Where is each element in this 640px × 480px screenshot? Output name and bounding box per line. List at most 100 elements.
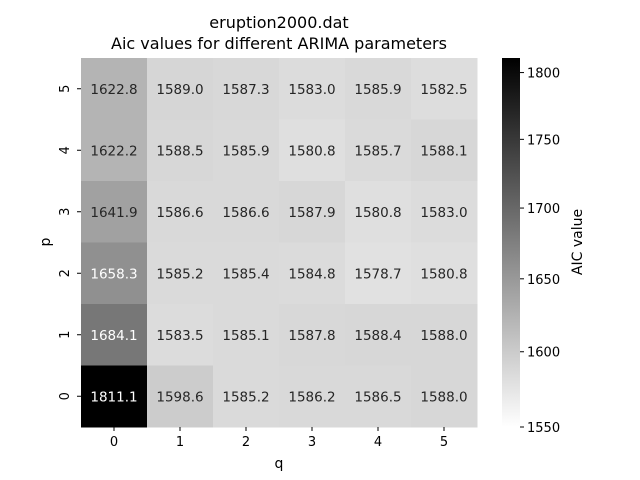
cell-value-label: 1585.2 (222, 389, 269, 405)
x-tick-label: 5 (440, 435, 448, 450)
cell-value-label: 1588.4 (354, 328, 401, 344)
heatmap-cell (411, 304, 478, 366)
cell-value-label: 1598.6 (156, 389, 203, 405)
cell-value-label: 1586.6 (222, 205, 269, 221)
y-tick-label: 3 (58, 208, 73, 216)
heatmap-cell (345, 181, 412, 243)
heatmap-cell (147, 181, 214, 243)
cell-value-label: 1684.1 (90, 328, 137, 344)
cell-value-label: 1588.0 (420, 389, 467, 405)
cell-value-label: 1580.8 (354, 205, 401, 221)
colorbar-label: AIC value (570, 209, 586, 275)
heatmap-cell (345, 304, 412, 366)
chart-title: eruption2000.dat (209, 13, 348, 32)
heatmap-cell (147, 242, 214, 305)
heatmap-cell (411, 181, 478, 243)
cell-value-label: 1622.8 (90, 82, 137, 98)
cell-value-label: 1583.5 (156, 328, 203, 344)
cell-value-label: 1585.1 (222, 328, 269, 344)
heatmap-cell (81, 365, 148, 428)
cell-value-label: 1578.7 (354, 266, 401, 282)
heatmap-cell (81, 304, 148, 366)
cell-value-label: 1585.7 (354, 143, 401, 159)
y-tick-label: 1 (58, 331, 73, 339)
heatmap-cell (213, 304, 280, 366)
heatmap-cell (213, 181, 280, 243)
colorbar-ticks: 1550 1600 1650 1700 1750 1800 (520, 67, 560, 436)
y-tick-label: 4 (58, 146, 73, 154)
heatmap-cell (81, 58, 148, 120)
heatmap-cell (411, 242, 478, 305)
colorbar-tick-label: 1700 (527, 202, 560, 217)
heatmap-cell (345, 119, 412, 182)
cell-value-label: 1580.8 (420, 266, 467, 282)
heatmap-cell (345, 58, 412, 120)
cell-value-label: 1587.8 (288, 328, 335, 344)
heatmap-cell (279, 242, 346, 305)
colorbar-tick-label: 1750 (527, 133, 560, 148)
heatmap-cell (279, 365, 346, 428)
cell-value-label: 1587.3 (222, 82, 269, 98)
cell-value-label: 1586.6 (156, 205, 203, 221)
x-tick-label: 3 (308, 435, 316, 450)
heatmap-cell (147, 58, 214, 120)
cell-value-label: 1582.5 (420, 82, 467, 98)
cell-value-label: 1585.9 (354, 82, 401, 98)
heatmap-cell (411, 58, 478, 120)
colorbar-tick-label: 1650 (527, 273, 560, 288)
cell-value-label: 1583.0 (288, 82, 335, 98)
colorbar (502, 58, 520, 427)
cell-value-label: 1585.2 (156, 266, 203, 282)
cell-value-label: 1583.0 (420, 205, 467, 221)
heatmap-cell (279, 119, 346, 182)
cell-value-label: 1588.0 (420, 328, 467, 344)
heatmap-cell (81, 119, 148, 182)
chart-subtitle: Aic values for different ARIMA parameter… (111, 34, 447, 53)
cell-value-label: 1811.1 (90, 389, 137, 405)
cell-value-label: 1587.9 (288, 205, 335, 221)
y-tick-label: 5 (58, 85, 73, 93)
cell-value-label: 1588.5 (156, 143, 203, 159)
cell-value-label: 1588.1 (420, 143, 467, 159)
y-axis-label: p (38, 237, 54, 246)
heatmap-cell (81, 181, 148, 243)
heatmap-cell (147, 304, 214, 366)
heatmap-cell (345, 242, 412, 305)
heatmap-cell (213, 119, 280, 182)
heatmap-cell (213, 58, 280, 120)
heatmap-cell-labels: 1622.8 1589.0 1587.3 1583.0 1585.9 1582.5 1622… (90, 82, 467, 406)
y-tick-label: 2 (58, 269, 73, 277)
heatmap-cell (345, 365, 412, 428)
y-axis-ticks: 5 4 3 2 1 0 (58, 85, 81, 400)
cell-value-label: 1658.3 (90, 266, 137, 282)
colorbar-tick-label: 1600 (527, 346, 560, 361)
x-tick-label: 4 (374, 435, 382, 450)
x-axis-label: q (275, 456, 284, 472)
cell-value-label: 1585.4 (222, 266, 269, 282)
heatmap-cell (279, 58, 346, 120)
heatmap-cell (213, 242, 280, 305)
heatmap-cell (81, 242, 148, 305)
cell-value-label: 1585.9 (222, 143, 269, 159)
cell-value-label: 1586.2 (288, 389, 335, 405)
cell-value-label: 1586.5 (354, 389, 401, 405)
cell-value-label: 1584.8 (288, 266, 335, 282)
heatmap-cells (81, 58, 478, 428)
heatmap-cell (411, 365, 478, 428)
heatmap-cell (411, 119, 478, 182)
colorbar-tick-label: 1550 (527, 421, 560, 436)
x-tick-label: 0 (110, 435, 118, 450)
x-tick-label: 2 (242, 435, 250, 450)
cell-value-label: 1580.8 (288, 143, 335, 159)
y-tick-label: 0 (58, 392, 73, 400)
cell-value-label: 1641.9 (90, 205, 137, 221)
cell-value-label: 1589.0 (156, 82, 203, 98)
heatmap-cell (147, 365, 214, 428)
x-tick-label: 1 (176, 435, 184, 450)
x-axis-ticks: 0 1 2 3 4 5 (110, 427, 448, 450)
heatmap-cell (213, 365, 280, 428)
cell-value-label: 1622.2 (90, 143, 137, 159)
heatmap-cell (147, 119, 214, 182)
heatmap-cell (279, 181, 346, 243)
